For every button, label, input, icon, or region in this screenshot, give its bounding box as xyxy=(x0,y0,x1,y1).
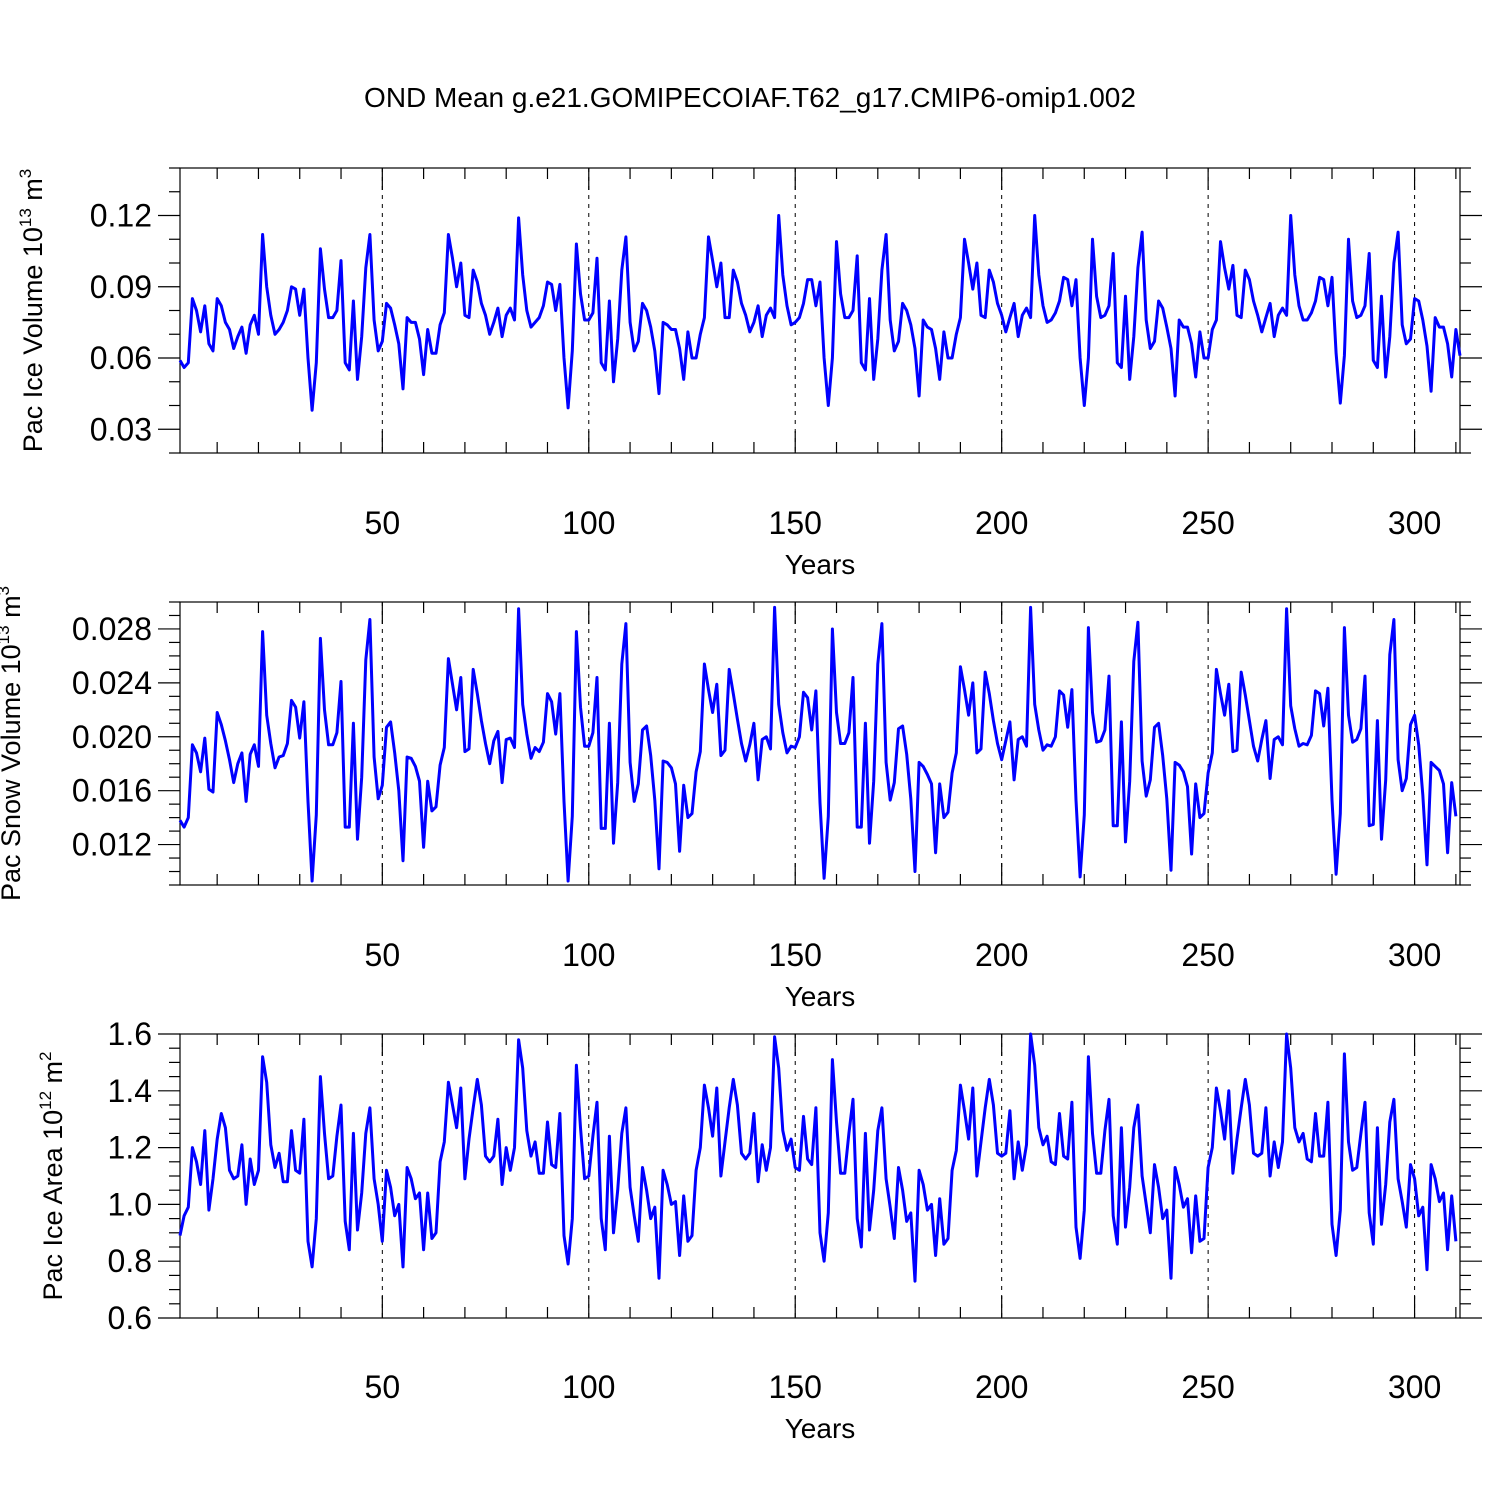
panel-pac-ice-area: 0.6 0.8 1.0 1.2 1.4 1.6 50 100 150 200 250 300 Years… xyxy=(36,1016,1482,1444)
y-axis-title: Pac Ice Volume 1013 m3 xyxy=(16,169,48,453)
x-tick-label: 150 xyxy=(769,505,822,541)
y-tick-label: 0.020 xyxy=(72,719,152,755)
plot-frame xyxy=(179,601,1461,886)
y-axis-title-unit: m xyxy=(0,595,26,625)
panel-pac-snow-volume: 0.012 0.016 0.020 0.024 0.028 50 100 150 200 250 3… xyxy=(0,586,1482,1012)
y-tick-label: 1.2 xyxy=(108,1130,152,1166)
y-axis-title-exponent: 13 xyxy=(0,625,13,644)
y-tick-label: 0.09 xyxy=(90,269,152,305)
x-tick-label: 100 xyxy=(562,937,615,973)
x-tick-label: 300 xyxy=(1388,937,1441,973)
x-axis-title: Years xyxy=(785,549,856,580)
y-tick-label: 0.028 xyxy=(72,611,152,647)
y-tick-label: 0.12 xyxy=(90,198,152,234)
x-axis-title: Years xyxy=(785,981,856,1012)
x-tick-label: 150 xyxy=(769,937,822,973)
y-axis-title-exponent: 12 xyxy=(36,1091,55,1110)
x-tick-label: 100 xyxy=(562,1369,615,1405)
x-tick-label: 250 xyxy=(1181,937,1234,973)
y-tick-label: 0.016 xyxy=(72,773,152,809)
x-tick-label: 250 xyxy=(1181,505,1234,541)
x-tick-label: 150 xyxy=(769,1369,822,1405)
series-line-pac-ice-area xyxy=(178,1032,1458,1283)
x-tick-label: 200 xyxy=(975,937,1028,973)
x-tick-label: 250 xyxy=(1181,1369,1234,1405)
x-tick-label: 50 xyxy=(365,1369,401,1405)
y-tick-label: 1.6 xyxy=(108,1016,152,1052)
y-axis-title-unit-exponent: 2 xyxy=(36,1051,55,1060)
panel-pac-ice-volume: 0.03 0.06 0.09 0.12 50 100 150 200 250 300 Years Pa… xyxy=(16,167,1482,580)
x-tick-label: 200 xyxy=(975,1369,1028,1405)
series-line-pac-snow-volume xyxy=(178,605,1458,883)
y-axis-title: Pac Snow Volume 1013 m3 xyxy=(0,586,26,901)
x-tick-label: 300 xyxy=(1388,1369,1441,1405)
y-axis-title-main: Pac Ice Volume 10 xyxy=(18,227,48,452)
y-axis-title: Pac Ice Area 1012 m2 xyxy=(36,1051,68,1300)
y-tick-label: 0.06 xyxy=(90,340,152,376)
y-tick-label: 0.03 xyxy=(90,411,152,447)
y-tick-label: 0.6 xyxy=(108,1300,152,1336)
y-axis-title-unit: m xyxy=(38,1061,68,1091)
plot-frame xyxy=(179,167,1461,454)
x-tick-label: 50 xyxy=(365,505,401,541)
x-tick-label: 300 xyxy=(1388,505,1441,541)
y-axis-title-main: Pac Snow Volume 10 xyxy=(0,644,26,901)
x-tick-label: 200 xyxy=(975,505,1028,541)
y-axis-title-unit-exponent: 3 xyxy=(0,586,13,595)
y-tick-label: 1.0 xyxy=(108,1186,152,1222)
y-tick-label: 0.024 xyxy=(72,665,152,701)
x-tick-label: 50 xyxy=(365,937,401,973)
plot-frame xyxy=(179,1033,1461,1319)
figure-title: OND Mean g.e21.GOMIPECOIAF.T62_g17.CMIP6… xyxy=(364,82,1136,113)
series-line-pac-ice-volume xyxy=(178,214,1462,412)
y-axis-title-unit-exponent: 3 xyxy=(16,169,35,178)
x-tick-label: 100 xyxy=(562,505,615,541)
x-axis-title: Years xyxy=(785,1413,856,1444)
y-axis-title-main: Pac Ice Area 10 xyxy=(38,1110,68,1301)
y-tick-label: 0.8 xyxy=(108,1243,152,1279)
y-tick-label: 1.4 xyxy=(108,1073,152,1109)
y-axis-title-exponent: 13 xyxy=(16,208,35,227)
y-axis-title-unit: m xyxy=(18,178,48,208)
y-tick-label: 0.012 xyxy=(72,827,152,863)
